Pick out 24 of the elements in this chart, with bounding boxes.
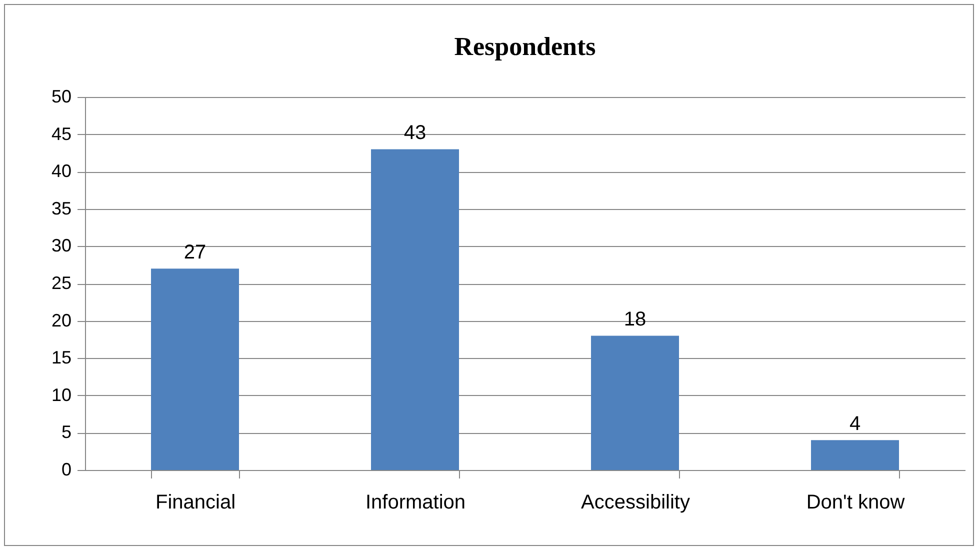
- y-tick-label: 30: [51, 236, 72, 256]
- bar: [151, 268, 239, 470]
- data-label: 4: [849, 413, 861, 436]
- y-tick-label: 50: [51, 86, 72, 106]
- x-tick-label: Don't know: [806, 492, 906, 514]
- y-tick-label: 45: [51, 124, 72, 144]
- bar: [591, 336, 679, 470]
- data-label: 43: [404, 122, 426, 144]
- x-tick-label: Financial: [155, 492, 236, 514]
- data-label: 27: [184, 242, 206, 264]
- y-tick-label: 5: [61, 422, 72, 442]
- y-tick-label: 40: [51, 161, 72, 182]
- chart-title: Respondents: [454, 32, 596, 61]
- y-tick-label: 20: [51, 310, 72, 330]
- data-label: 18: [624, 308, 646, 331]
- y-tick-label: 35: [51, 198, 72, 218]
- bar: [811, 440, 899, 470]
- bar: [371, 149, 459, 470]
- x-tick-label: Information: [365, 492, 466, 514]
- y-tick-label: 10: [51, 384, 72, 405]
- y-tick-label: 15: [51, 348, 72, 368]
- y-tick-label: 25: [51, 273, 72, 293]
- x-tick-label: Accessibility: [581, 492, 690, 514]
- y-tick-label: 0: [61, 460, 72, 480]
